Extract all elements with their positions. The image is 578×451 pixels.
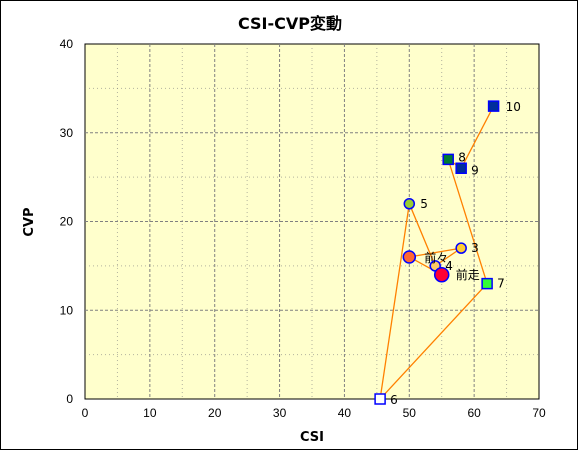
y-tick-label: 10 — [60, 303, 74, 317]
x-axis-label: CSI — [300, 430, 324, 445]
point-marker — [481, 277, 493, 290]
data-points — [374, 100, 500, 405]
x-tick-label: 50 — [403, 406, 417, 420]
point-marker — [487, 100, 500, 112]
point-marker — [402, 250, 417, 264]
point-label: 9 — [471, 163, 479, 177]
y-tick-label: 20 — [60, 215, 74, 229]
point-label: 前走 — [456, 267, 480, 282]
y-tick-label: 40 — [60, 37, 74, 51]
point-marker — [442, 153, 454, 166]
x-tick-label: 0 — [82, 406, 89, 420]
series-line — [379, 105, 495, 401]
point-marker — [403, 198, 416, 210]
point-marker — [374, 393, 386, 405]
x-tick-label: 70 — [532, 406, 546, 420]
point-label: 4 — [445, 259, 453, 273]
x-tick-labels: 0 10 20 30 40 50 60 70 — [82, 406, 546, 420]
point-label: 8 — [458, 150, 466, 164]
x-tick-label: 10 — [143, 406, 157, 420]
point-marker — [455, 162, 467, 174]
point-label: 3 — [471, 241, 479, 255]
x-tick-label: 20 — [208, 406, 222, 420]
chart-title: CSI-CVP変動 — [238, 14, 342, 33]
point-label: 7 — [497, 277, 505, 291]
y-tick-labels: 0 10 20 30 40 — [60, 37, 74, 406]
point-label: 前々 — [424, 250, 448, 265]
y-tick-label: 0 — [66, 392, 73, 406]
point-marker — [433, 267, 450, 283]
point-label: 5 — [420, 197, 428, 211]
y-axis-label: CVP — [22, 207, 37, 236]
point-label: 10 — [506, 100, 521, 114]
point-label: 6 — [390, 393, 398, 407]
point-marker — [455, 242, 467, 254]
grid-lines — [85, 44, 539, 399]
x-tick-label: 60 — [467, 406, 481, 420]
y-tick-label: 30 — [60, 126, 74, 140]
x-tick-label: 40 — [338, 406, 352, 420]
x-tick-label: 30 — [273, 406, 287, 420]
